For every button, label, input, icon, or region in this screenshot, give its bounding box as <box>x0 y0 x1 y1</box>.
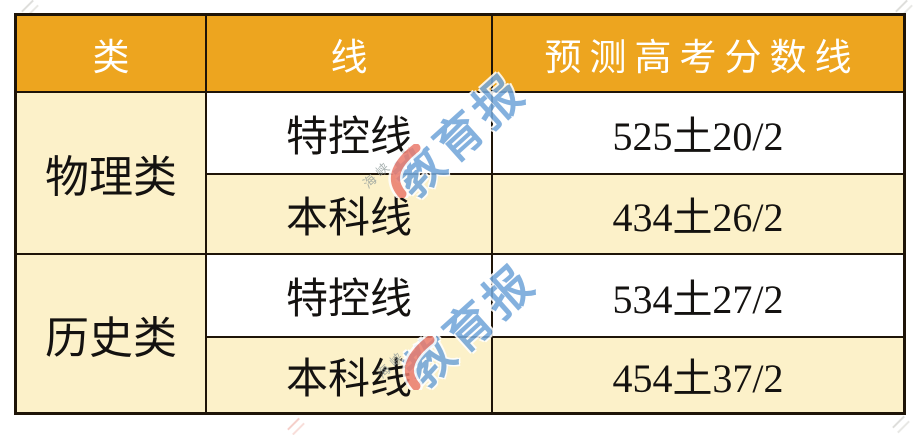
line-cell-history-undergrad: 本科线 <box>207 338 493 412</box>
score-table: 类 线 预测高考分数线 物理类 特控线 525土20/2 本科线 434土26/… <box>14 13 906 415</box>
category-cell-physics: 物理类 <box>17 93 207 255</box>
score-cell-history-undergrad: 454土37/2 <box>493 338 903 412</box>
line-cell-physics-special: 特控线 <box>207 93 493 175</box>
header-cell-category: 类 <box>17 16 207 93</box>
line-cell-physics-undergrad: 本科线 <box>207 175 493 255</box>
header-cell-line: 线 <box>207 16 493 93</box>
corner-artifact-bottom-pink <box>287 417 305 435</box>
line-cell-history-special: 特控线 <box>207 255 493 338</box>
corner-artifact-bottom-right <box>892 415 910 434</box>
score-cell-history-special: 534土27/2 <box>493 255 903 338</box>
header-cell-predicted-score: 预测高考分数线 <box>493 16 903 93</box>
category-cell-history: 历史类 <box>17 255 207 412</box>
score-cell-physics-special: 525土20/2 <box>493 93 903 175</box>
score-cell-physics-undergrad: 434土26/2 <box>493 175 903 255</box>
